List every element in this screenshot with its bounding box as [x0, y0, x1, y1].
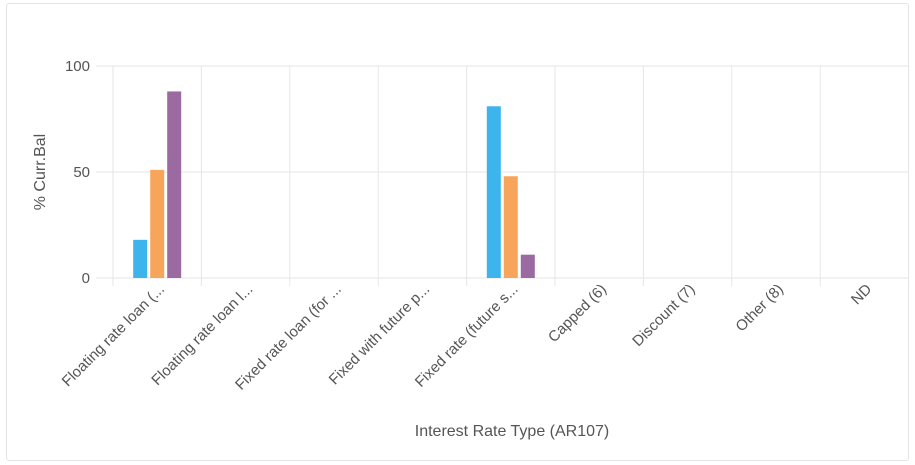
y-axis-title: % Curr.Bal — [32, 134, 49, 210]
y-tick-label: 50 — [73, 164, 90, 181]
bar[interactable] — [503, 176, 518, 278]
y-axis-ticks: 0 50 100 — [65, 58, 90, 287]
bars-layer — [133, 91, 535, 278]
y-tick-label: 0 — [82, 270, 90, 287]
y-tick-label: 100 — [65, 58, 90, 75]
x-axis-title: Interest Rate Type (AR107) — [415, 423, 609, 440]
x-tick-label: Capped (6) — [545, 281, 610, 346]
bar[interactable] — [520, 254, 535, 278]
grid-layer — [96, 65, 910, 286]
bar[interactable] — [150, 169, 165, 278]
bar[interactable] — [133, 239, 148, 278]
x-tick-label: Other (8) — [732, 281, 786, 335]
bar[interactable] — [486, 106, 501, 278]
x-tick-label: ND — [848, 281, 875, 308]
x-axis-ticks: Floating rate loan (...Floating rate loa… — [59, 281, 876, 394]
x-tick-label: Discount (7) — [629, 281, 698, 350]
bar[interactable] — [167, 91, 182, 278]
